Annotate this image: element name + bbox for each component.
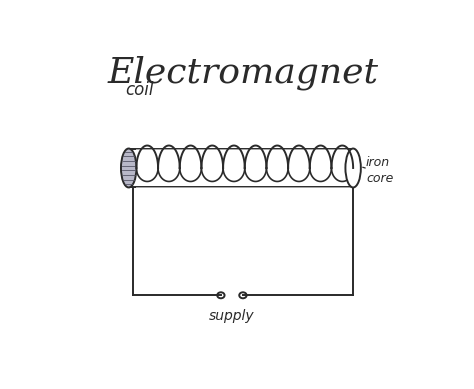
Text: Electromagnet: Electromagnet [108,56,378,90]
Text: iron
core: iron core [366,156,393,186]
Text: coil: coil [125,81,154,99]
Bar [128,149,353,187]
Ellipse shape [121,149,137,187]
Ellipse shape [346,149,361,187]
Text: supply: supply [209,309,255,323]
